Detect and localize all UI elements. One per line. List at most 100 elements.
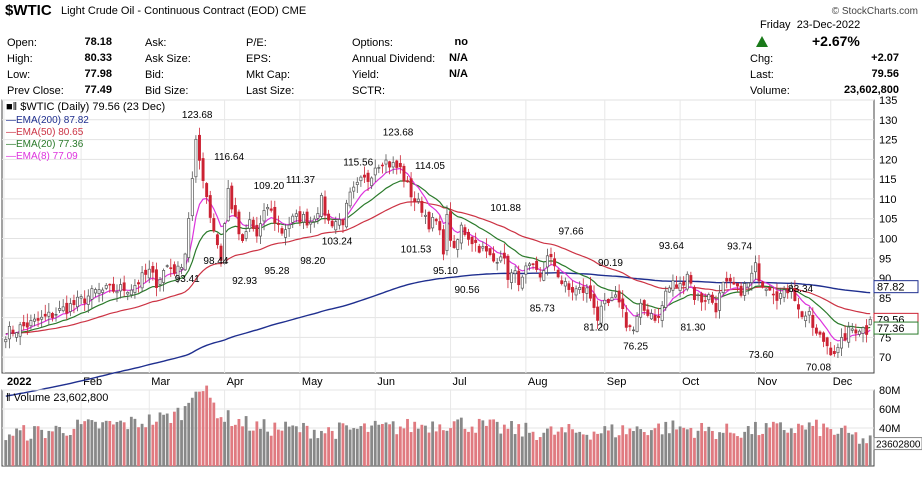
candle-body <box>330 220 334 227</box>
candle-body <box>571 287 574 293</box>
volume-bar <box>151 424 155 466</box>
price-chart-title: ■‖ $WTIC (Daily) 79.56 (23 Dec) <box>6 101 165 113</box>
candle-body <box>714 302 718 313</box>
volume-bar <box>111 424 115 466</box>
candle-body <box>725 277 729 282</box>
candle-body <box>180 267 184 270</box>
candle-body <box>764 288 768 291</box>
volume-bar <box>68 434 72 466</box>
volume-bar <box>538 437 542 466</box>
volume-bar <box>524 422 528 466</box>
volume-bar <box>477 418 481 466</box>
volume-bar <box>667 433 671 466</box>
volume-bar <box>212 402 216 466</box>
instrument-description: Light Crude Oil - Continuous Contract (E… <box>61 5 306 18</box>
x-tick-label: Oct <box>682 376 699 388</box>
candle-body <box>585 287 589 294</box>
candle-body <box>208 195 212 218</box>
candle-body <box>431 217 435 229</box>
volume-bar <box>621 425 625 466</box>
ticker-symbol[interactable]: $WTIC <box>5 2 52 19</box>
candle-body <box>94 289 97 294</box>
volume-bar <box>237 419 241 466</box>
volume-bar <box>563 432 567 466</box>
price-annotation: 123.68 <box>383 128 414 139</box>
candle-body <box>868 318 872 326</box>
volume-bar <box>65 435 69 466</box>
volume-bar <box>309 438 313 466</box>
volume-bar <box>230 426 234 466</box>
stat-label-chg: Chg: <box>750 53 774 65</box>
candle-body <box>542 270 546 281</box>
candle-body <box>119 284 123 292</box>
candle-body <box>409 178 413 198</box>
candle-body <box>248 219 252 229</box>
price-annotation: 83.34 <box>788 284 813 295</box>
candle-body <box>420 200 424 213</box>
volume-bar <box>320 430 323 466</box>
volume-bar <box>513 434 517 466</box>
volume-bar <box>302 422 305 466</box>
volume-bar <box>29 438 33 466</box>
exchange-text: CME <box>281 5 307 17</box>
candle-body <box>840 337 843 349</box>
candle-body <box>603 299 607 305</box>
volume-bar <box>273 422 277 466</box>
volume-bar <box>822 423 825 466</box>
volume-bar <box>36 426 40 466</box>
volume-bar <box>165 413 169 466</box>
candle-body <box>319 195 323 217</box>
day-text: Friday <box>760 19 791 31</box>
stat-label-sctr: SCTR: <box>352 85 385 97</box>
price-y-tick-label: 120 <box>879 154 897 166</box>
candle-body <box>495 262 499 264</box>
candle-body <box>298 211 302 223</box>
candle-body <box>61 306 65 312</box>
candle-body <box>484 245 488 252</box>
price-annotation: 93.41 <box>175 274 200 285</box>
x-tick-label: Sep <box>607 376 627 388</box>
volume-bar <box>294 426 298 466</box>
candle-body <box>703 300 707 302</box>
candle-body <box>176 265 180 278</box>
ema50-line <box>5 201 871 335</box>
candle-body <box>355 181 359 185</box>
volume-bar <box>223 421 226 466</box>
volume-bar <box>470 426 474 466</box>
candle-body <box>728 277 732 282</box>
volume-bar <box>789 428 793 466</box>
volume-bar <box>79 424 83 466</box>
price-marker-label: 77.36 <box>877 323 905 335</box>
price-annotation: 81.30 <box>680 322 705 333</box>
candle-body <box>560 280 564 284</box>
volume-bar <box>786 432 790 466</box>
volume-bar <box>560 427 564 466</box>
stat-label-last-size: Last Size: <box>246 85 295 97</box>
volume-y-tick-label: 40M <box>879 423 900 435</box>
candle-body <box>757 263 761 282</box>
volume-bar <box>474 432 478 466</box>
candle-body <box>104 285 108 289</box>
x-tick-label: May <box>302 376 323 388</box>
candle-body <box>467 231 470 240</box>
volume-bar <box>226 410 230 466</box>
price-annotation: 123.68 <box>182 110 213 121</box>
price-annotation: 111.37 <box>286 175 316 186</box>
candle-body <box>198 134 201 161</box>
candle-body <box>520 276 524 289</box>
price-y-tick-label: 135 <box>879 95 897 107</box>
candle-body <box>33 318 36 322</box>
candle-body <box>800 311 804 317</box>
candle-body <box>492 253 496 262</box>
candle-body <box>624 312 628 328</box>
brand-logo[interactable]: © StockCharts.com <box>831 6 918 17</box>
volume-y-tick-label: 60M <box>879 404 900 416</box>
volume-bar <box>176 407 180 466</box>
candle-body <box>377 167 381 169</box>
candle-body <box>413 198 417 203</box>
volume-bar <box>244 416 248 466</box>
price-y-tick-label: 85 <box>879 293 891 305</box>
candle-body <box>804 315 808 322</box>
candle-body <box>316 213 320 219</box>
